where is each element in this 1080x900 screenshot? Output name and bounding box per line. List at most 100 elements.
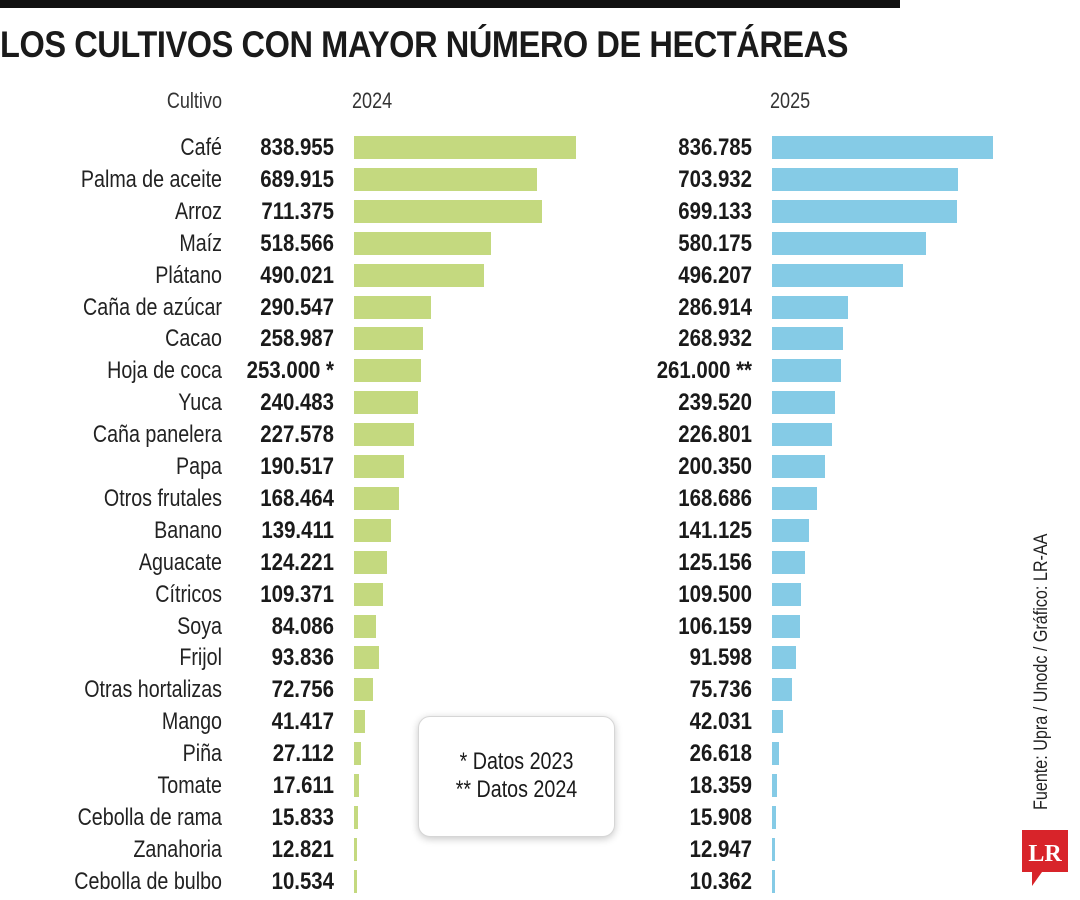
value-label-2025-citricos: 109.500 [678, 580, 752, 608]
value-label-2025-cebolla-de-bulbo: 10.362 [689, 867, 752, 895]
bar-2025-maiz [772, 231, 926, 255]
crop-label-cana-de-azucar: Caña de azúcar [83, 293, 222, 321]
bar-2025-cana-de-azucar [772, 295, 848, 319]
footnote-box: * Datos 2023 ** Datos 2024 [418, 716, 615, 837]
bar-2024-frijol [354, 646, 379, 670]
bar-2024-cana-de-azucar [354, 295, 431, 319]
value-label-2024-citricos: 109.371 [260, 580, 334, 608]
bar-2025-arroz [772, 199, 957, 223]
value-label-2025-papa: 200.350 [678, 453, 752, 480]
value-label-2025-cafe: 836.785 [678, 134, 752, 161]
bar-2024-otros-frutales [354, 486, 399, 510]
bar-2025-banano [772, 518, 810, 542]
bar-2025-zanahoria [772, 837, 776, 861]
value-label-2025-yuca: 239.520 [678, 389, 752, 417]
value-label-2025-hoja-de-coca: 261.000 ** [656, 357, 752, 385]
value-label-2024-cafe: 838.955 [260, 134, 334, 161]
value-label-2024-cebolla-de-bulbo: 10.534 [271, 867, 334, 895]
header-2024: 2024 [352, 88, 393, 113]
value-label-2025-banano: 141.125 [678, 516, 752, 544]
bar-2025-otros-frutales [772, 486, 817, 510]
crop-label-cana-panelera: Caña panelera [92, 421, 222, 449]
value-label-2024-pina: 27.112 [272, 740, 334, 768]
bar-2024-maiz [354, 231, 492, 255]
value-label-2025-cacao: 268.932 [678, 325, 752, 353]
crop-label-soya: Soya [177, 612, 222, 640]
value-label-2025-cana-de-azucar: 286.914 [678, 293, 752, 321]
bar-2024-hoja-de-coca [354, 359, 421, 383]
bar-2025-soya [772, 614, 801, 638]
bar-2024-papa [354, 455, 405, 478]
bar-2025-papa [772, 455, 825, 478]
value-label-2024-frijol: 93.836 [271, 644, 334, 672]
value-label-2024-yuca: 240.483 [260, 389, 334, 417]
value-label-2024-cana-de-azucar: 290.547 [260, 293, 334, 321]
value-label-2025-frijol: 91.598 [689, 644, 752, 672]
bar-2025-cacao [772, 327, 844, 351]
crop-label-frijol: Frijol [179, 644, 222, 672]
value-label-2025-arroz: 699.133 [678, 197, 752, 225]
bar-2024-citricos [354, 582, 383, 606]
value-label-2025-tomate: 18.359 [689, 772, 752, 799]
bar-2025-mango [772, 710, 784, 734]
lr-logo-shape [1022, 830, 1068, 886]
bar-2024-platano [354, 263, 484, 287]
bar-2024-cebolla-de-bulbo [354, 869, 357, 893]
crop-label-yuca: Yuca [178, 389, 222, 417]
crop-label-otras-hortalizas: Otras hortalizas [84, 676, 222, 704]
crop-label-otros-frutales: Otros frutales [103, 484, 222, 512]
value-label-2025-zanahoria: 12.947 [689, 835, 752, 863]
value-label-2025-maiz: 580.175 [678, 229, 752, 257]
bar-2025-citricos [772, 582, 801, 606]
value-label-2024-palma-de-aceite: 689.915 [260, 165, 334, 193]
bar-2024-cebolla-de-rama [354, 805, 359, 829]
value-label-2024-aguacate: 124.221 [260, 548, 334, 576]
crop-label-zanahoria: Zanahoria [133, 835, 222, 863]
value-label-2024-platano: 490.021 [260, 261, 334, 289]
value-label-2025-pina: 26.618 [689, 740, 752, 768]
value-label-2024-hoja-de-coca: 253.000 * [246, 357, 334, 385]
bar-2025-cebolla-de-rama [772, 805, 777, 829]
crop-label-arroz: Arroz [174, 197, 222, 225]
crop-label-cafe: Café [180, 134, 222, 161]
crop-label-pina: Piña [182, 740, 222, 768]
value-label-2024-tomate: 17.611 [272, 772, 334, 799]
crop-label-cebolla-de-rama: Cebolla de rama [77, 803, 222, 831]
value-label-2024-cana-panelera: 227.578 [260, 421, 334, 449]
bar-2025-palma-de-aceite [772, 167, 959, 191]
footnote-2024: ** Datos 2024 [455, 776, 578, 803]
value-label-2024-cebolla-de-rama: 15.833 [271, 803, 334, 831]
crop-label-papa: Papa [176, 453, 222, 480]
crop-label-aguacate: Aguacate [138, 548, 222, 576]
value-label-2025-otras-hortalizas: 75.736 [689, 676, 752, 704]
crop-label-banano: Banano [154, 516, 222, 544]
value-label-2024-otras-hortalizas: 72.756 [271, 676, 334, 704]
bar-2025-aguacate [772, 550, 806, 574]
bar-2025-tomate [772, 774, 777, 797]
crop-label-cacao: Cacao [165, 325, 222, 353]
bar-2024-cafe [354, 136, 576, 159]
bar-2024-soya [354, 614, 377, 638]
crop-label-tomate: Tomate [157, 772, 222, 799]
bar-2025-yuca [772, 391, 836, 415]
bar-2025-otras-hortalizas [772, 678, 793, 702]
crop-label-citricos: Cítricos [155, 580, 222, 608]
value-label-2024-banano: 139.411 [261, 516, 334, 544]
value-label-2025-soya: 106.159 [678, 612, 752, 640]
crop-label-cebolla-de-bulbo: Cebolla de bulbo [74, 867, 222, 895]
value-label-2025-mango: 42.031 [689, 708, 752, 736]
crop-label-maiz: Maíz [179, 229, 222, 257]
value-label-2024-cacao: 258.987 [260, 325, 334, 353]
value-label-2024-zanahoria: 12.821 [271, 835, 334, 863]
chart-title: LOS CULTIVOS CON MAYOR NÚMERO DE HECTÁRE… [0, 24, 849, 65]
bar-2025-pina [772, 742, 780, 766]
crop-label-platano: Plátano [155, 261, 222, 289]
bar-2024-banano [354, 518, 391, 542]
bar-2024-palma-de-aceite [354, 167, 537, 191]
bar-2025-frijol [772, 646, 797, 670]
bar-2024-otras-hortalizas [354, 678, 374, 702]
value-label-2024-arroz: 711.375 [261, 197, 334, 225]
bar-2025-cana-panelera [772, 423, 832, 447]
source-credit: Fuente: Upra / Unodc / Gráfico: LR-AA [1031, 533, 1052, 810]
value-label-2024-maiz: 518.566 [260, 229, 334, 257]
